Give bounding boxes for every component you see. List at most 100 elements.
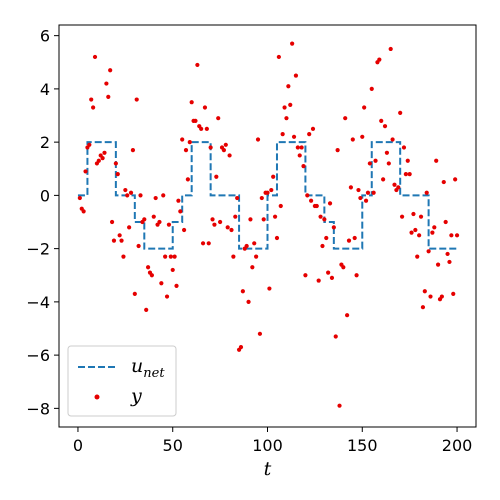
series-y-point-169 xyxy=(398,110,403,115)
series-y-point-20 xyxy=(115,171,120,177)
legend-label-y: y xyxy=(130,385,142,407)
series-y-point-113 xyxy=(291,134,297,139)
series-y-point-144 xyxy=(350,137,355,142)
series-y-point-62 xyxy=(195,62,200,68)
series-y-point-28 xyxy=(130,148,136,153)
series-y-point-96 xyxy=(259,195,264,201)
series-y-point-121 xyxy=(307,132,312,137)
series-y-point-179 xyxy=(417,233,422,238)
series-y-point-36 xyxy=(145,265,151,270)
series-y-point-73 xyxy=(216,116,221,121)
series-y-point-51 xyxy=(174,283,179,288)
series-y-point-133 xyxy=(329,275,335,281)
series-y-point-117 xyxy=(299,145,304,150)
series-y-point-26 xyxy=(127,225,132,230)
x-axis-label: t xyxy=(264,458,272,480)
series-y-point-47 xyxy=(166,222,172,227)
series-y-point-159 xyxy=(379,118,384,123)
series-y-point-163 xyxy=(386,161,391,166)
series-y-point-53 xyxy=(178,209,183,214)
series-y-point-107 xyxy=(280,132,285,137)
x-tick-label-150: 150 xyxy=(347,436,378,455)
series-y-point-82 xyxy=(233,214,238,219)
y-tick-label--2: −2 xyxy=(26,240,50,259)
series-y-point-196 xyxy=(449,233,454,238)
series-y-point-14 xyxy=(104,81,109,86)
series-y-point-155 xyxy=(371,190,376,195)
legend-label-u-net: unet xyxy=(131,355,165,381)
legend: unet y xyxy=(67,345,177,417)
series-y-point-111 xyxy=(288,102,293,107)
x-tick-label-0: 0 xyxy=(73,436,83,455)
series-y-point-195 xyxy=(447,259,452,265)
series-y-point-64 xyxy=(199,126,204,131)
legend-label-u-base: u xyxy=(131,355,143,377)
series-y-point-129 xyxy=(322,217,327,222)
series-y-point-126 xyxy=(316,278,321,283)
x-axis: 0 50 100 150 200 xyxy=(73,427,472,455)
series-y-point-166 xyxy=(392,182,397,187)
series-y-point-12 xyxy=(100,156,105,161)
series-y-point-181 xyxy=(420,305,426,310)
series-y-point-170 xyxy=(399,214,405,219)
series-y-point-74 xyxy=(218,219,223,225)
series-y-point-6 xyxy=(89,97,94,102)
series-y-point-0 xyxy=(77,195,82,201)
series-y-point-70 xyxy=(210,217,215,222)
series-y-point-94 xyxy=(255,137,261,142)
series-y-point-194 xyxy=(445,251,450,257)
series-y-point-30 xyxy=(134,97,139,102)
series-y-point-56 xyxy=(183,148,189,153)
series-y-point-172 xyxy=(403,171,408,177)
series-y-point-2 xyxy=(81,209,86,214)
y-tick-label-6: 6 xyxy=(40,27,50,46)
series-y-point-149 xyxy=(360,134,365,139)
series-y-point-99 xyxy=(265,190,270,195)
series-y-point-44 xyxy=(161,193,166,198)
series-y-point-188 xyxy=(434,158,439,163)
series-y-point-103 xyxy=(272,214,278,219)
series-y-point-160 xyxy=(381,177,386,182)
y-tick-label--8: −8 xyxy=(26,399,50,418)
series-y-point-18 xyxy=(111,238,117,243)
series-y-point-108 xyxy=(282,105,287,110)
series-y-point-93 xyxy=(254,254,259,259)
series-y-point-114 xyxy=(293,73,299,78)
series-y-point-40 xyxy=(153,195,158,201)
series-y-point-52 xyxy=(176,198,181,203)
series-y-point-150 xyxy=(362,105,367,110)
series-y-point-43 xyxy=(159,281,164,286)
legend-dot-swatch xyxy=(94,394,100,400)
series-y-point-110 xyxy=(286,84,291,89)
series-y-point-128 xyxy=(320,243,325,249)
series-y-point-120 xyxy=(305,193,310,198)
x-tick-label-100: 100 xyxy=(252,436,283,455)
legend-label-u-subscript: net xyxy=(143,366,165,381)
series-y-point-19 xyxy=(113,161,118,166)
series-y-point-16 xyxy=(108,68,113,73)
series-y-point-49 xyxy=(170,267,175,273)
series-y-point-198 xyxy=(453,177,458,182)
series-y-point-13 xyxy=(102,150,107,155)
series-y-point-132 xyxy=(327,201,333,206)
y-tick-label--4: −4 xyxy=(26,293,50,312)
series-y-point-55 xyxy=(182,227,187,233)
series-y-point-23 xyxy=(121,254,126,259)
series-y-point-197 xyxy=(451,291,456,296)
series-y-point-127 xyxy=(318,214,323,219)
series-y-point-135 xyxy=(333,334,338,339)
y-tick-label-4: 4 xyxy=(40,80,50,99)
series-y-point-199 xyxy=(454,233,460,238)
series-y-point-17 xyxy=(109,219,115,225)
y-tick-label--6: −6 xyxy=(26,346,50,365)
series-y-point-180 xyxy=(418,214,424,219)
series-y-point-65 xyxy=(200,241,206,246)
series-y-point-104 xyxy=(274,235,280,241)
series-y-point-21 xyxy=(117,233,122,238)
series-y-point-175 xyxy=(409,230,414,235)
series-y-point-34 xyxy=(142,217,147,222)
series-y-point-35 xyxy=(144,307,149,312)
series-y-point-39 xyxy=(151,214,156,219)
series-y-point-178 xyxy=(415,254,420,259)
series-y-point-158 xyxy=(377,57,382,62)
